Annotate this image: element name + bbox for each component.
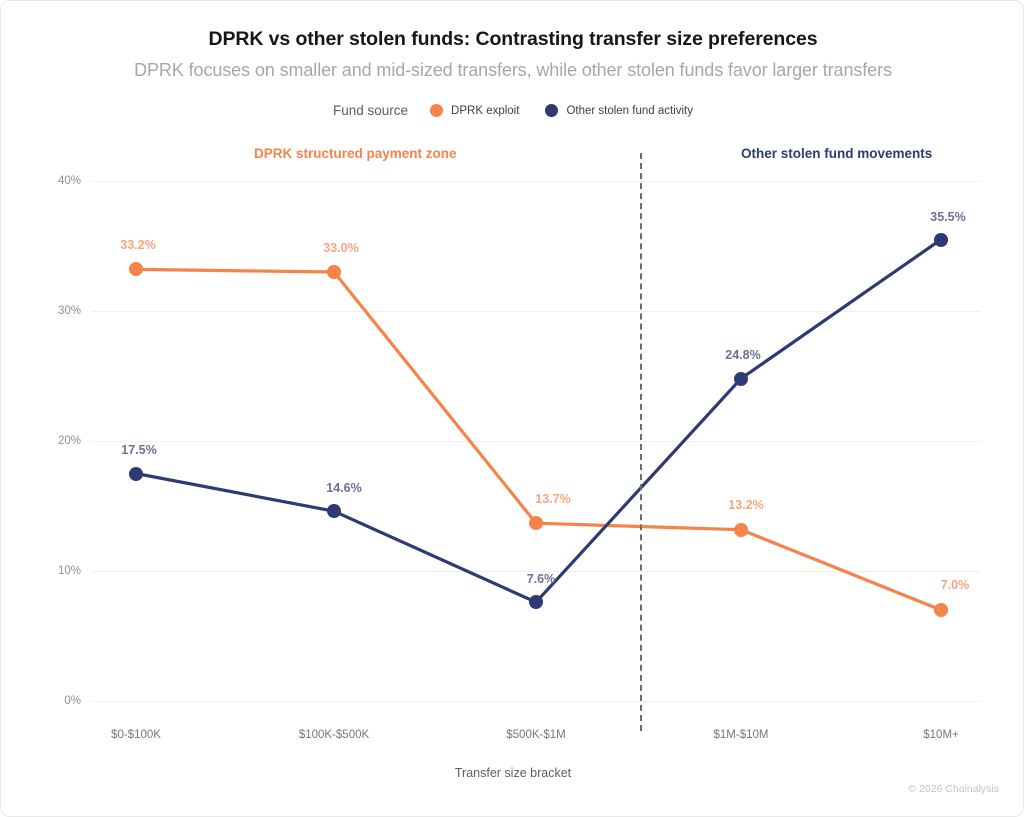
x-tick-label-3: $1M-$10M (713, 729, 769, 741)
category-divider-line (640, 153, 642, 731)
gridline-40 (91, 181, 981, 182)
x-tick-label-1: $100K-$500K (298, 729, 370, 741)
copyright-text: © 2026 Chainalysis (908, 783, 999, 795)
data-label-dprk-0: 33.2% (120, 238, 156, 252)
x-tick-label-2: $500K-$1M (506, 729, 566, 741)
data-point-other-1[interactable] (327, 504, 341, 519)
y-tick-label-30: 30% (57, 305, 81, 317)
chart-subtitle: DPRK focuses on smaller and mid-sized tr… (134, 60, 892, 80)
data-label-dprk-4: 7.0% (940, 578, 970, 592)
x-tick-label-4: $10M+ (923, 729, 959, 741)
legend-item-other-stolen-fund-activity[interactable]: Other stolen fund activity (545, 104, 693, 117)
gridline-20 (91, 441, 981, 442)
gridline-10 (91, 571, 981, 572)
x-tick-label-0: $0-$100K (111, 729, 161, 741)
data-point-dprk-4[interactable] (934, 603, 948, 617)
data-label-dprk-2: 13.7% (535, 492, 571, 506)
legend-item-dprk-exploit[interactable]: DPRK exploit (430, 104, 519, 117)
data-point-dprk-3[interactable] (734, 522, 748, 537)
data-label-other-0: 17.5% (121, 443, 157, 457)
data-point-dprk-1[interactable] (327, 265, 341, 279)
plot-area: 33.2% 33.0% 13.7% 13.2% 7.0% 17.5% 14.6%… (91, 181, 981, 702)
data-point-other-4[interactable] (934, 232, 948, 247)
data-label-dprk-3: 13.2% (728, 498, 764, 512)
page-title: DPRK vs other stolen funds: Contrasting … (208, 28, 818, 50)
data-point-dprk-2[interactable] (529, 516, 543, 531)
annotation-other-zone: Other stolen fund movements (741, 146, 933, 161)
data-point-other-3[interactable] (734, 371, 748, 386)
data-point-other-2[interactable] (529, 595, 543, 610)
annotation-dprk-zone: DPRK structured payment zone (254, 146, 457, 161)
data-label-other-3: 24.8% (725, 348, 761, 362)
gridline-30 (91, 311, 981, 312)
data-point-other-0[interactable] (129, 466, 143, 481)
legend-title: Fund source (333, 103, 409, 118)
series-line-other-stolen-fund-activity (134, 237, 943, 604)
legend-swatch-icon (545, 104, 559, 117)
data-label-dprk-1: 33.0% (323, 241, 359, 255)
legend-item-label: Other stolen fund activity (566, 104, 693, 117)
series-line-dprk-exploit (134, 267, 943, 612)
y-tick-label-0: 0% (64, 695, 81, 707)
legend-item-label: DPRK exploit (451, 104, 520, 117)
data-point-dprk-0[interactable] (129, 262, 143, 277)
data-label-other-1: 14.6% (326, 481, 362, 495)
legend-swatch-icon (430, 104, 444, 117)
chart-legend: Fund source DPRK exploit Other stolen fu… (1, 103, 1023, 118)
y-tick-label-10: 10% (57, 565, 81, 577)
data-label-other-4: 35.5% (930, 210, 966, 224)
data-label-other-2: 7.6% (526, 572, 556, 586)
y-tick-label-20: 20% (57, 435, 81, 447)
gridline-0 (91, 701, 981, 702)
y-tick-label-40: 40% (57, 175, 81, 187)
series-lines (134, 237, 943, 612)
x-axis-title: Transfer size bracket (454, 766, 572, 780)
